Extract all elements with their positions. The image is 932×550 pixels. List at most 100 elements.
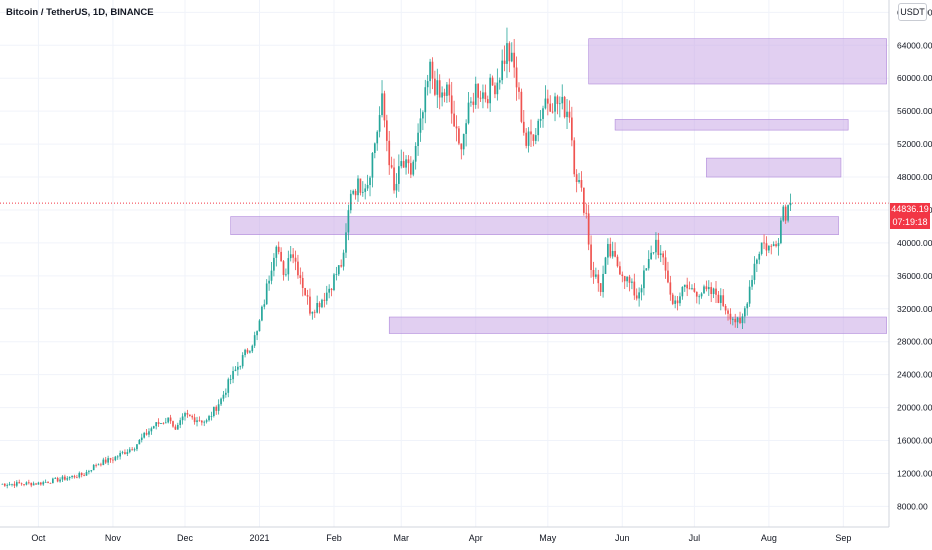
price-tick-label: 16000.00 [897,436,932,446]
candle-body [8,484,11,486]
candle-body [599,283,602,293]
candle-body [566,111,568,118]
candle-body [657,239,660,255]
candle-body [602,273,604,293]
candle-body [388,140,391,166]
candle-body [325,292,328,301]
candle-body [662,253,664,258]
price-zones [230,38,887,334]
candle-body [534,135,537,141]
candle-body [323,299,326,301]
candle-body [592,269,595,277]
price-axis[interactable]: 8000.00 12000.00 16000.00 20000.00 24000.00 2… [897,7,932,511]
candle-body [47,482,49,483]
candle-body [258,320,261,332]
candle-body [68,477,71,479]
candle-body [92,464,95,471]
candle-body [131,449,133,451]
time-tick-label: 2021 [249,533,269,543]
candle-body [140,437,143,440]
candle-body [503,60,506,64]
time-tick-label: Feb [326,533,342,543]
candle-body [705,286,708,290]
candle-body [655,239,657,253]
time-axis[interactable]: Oct Nov Dec 2021 Feb Mar Apr May Jun Jul Aug Sep [31,533,851,543]
candle-body [299,275,302,278]
candle-body [407,159,410,164]
currency-unit-button[interactable]: USDT [898,3,927,21]
candle-body [583,187,585,213]
candle-body [357,178,359,196]
candle-body [667,270,669,283]
candle-body [44,482,47,483]
price-tick-label: 60000.00 [897,73,932,83]
candle-body [160,422,162,424]
candle-body [441,92,443,98]
candle-body [717,294,720,303]
candle-body [277,246,280,252]
candle-body [191,416,194,418]
candle-body [438,80,441,98]
candle-body [359,178,362,193]
candle-body [172,421,174,427]
candle-body [626,276,628,282]
candle-body [770,245,773,247]
candle-body [198,420,201,422]
chart-title: Bitcoin / TetherUS, 1D, BINANCE [6,7,154,18]
candle-body [664,257,667,271]
candle-body [311,311,314,314]
candle-body [508,43,511,62]
candle-body [568,111,571,118]
candle-body [501,60,504,81]
price-tick-label: 20000.00 [897,403,932,413]
candle-body [107,458,109,463]
candle-body [782,206,785,221]
candle-body [671,294,674,304]
candle-body [157,422,160,424]
candle-body [453,113,455,127]
candle-body [174,426,177,430]
candle-body [321,299,323,308]
candle-body [674,300,677,304]
candle-body [261,306,263,321]
candle-body [578,180,580,182]
candle-body [743,308,746,317]
candle-body [56,477,59,482]
candle-body [381,93,383,116]
candle-body [318,303,321,308]
candle-body [513,52,516,68]
candle-body [239,366,242,368]
candle-body [18,482,21,484]
candle-body [595,274,597,277]
candle-body [482,92,484,99]
time-tick-label: Mar [394,533,410,543]
candle-body [753,263,756,280]
candle-body [188,414,191,417]
candle-body [597,274,600,284]
candle-body [88,471,90,473]
candle-body [61,476,64,480]
candle-body [681,286,684,297]
candle-body [237,366,239,370]
candle-body [301,277,304,288]
candle-body [13,483,16,486]
candle-body [181,416,184,421]
candle-body [486,99,489,104]
candle-body [20,483,23,485]
candle-body [27,482,30,484]
candle-body [280,251,282,262]
candle-body [337,265,340,275]
candle-body [340,265,343,267]
candle-body [217,404,220,411]
candle-body [724,305,727,311]
candle-body [619,266,621,275]
candle-body [42,482,45,485]
candle-body [328,288,331,293]
candle-body [145,432,148,435]
candle-body [741,316,744,324]
candle-body [184,413,186,417]
candle-body [422,112,424,119]
candle-body [719,295,722,303]
candle-body [109,458,112,460]
